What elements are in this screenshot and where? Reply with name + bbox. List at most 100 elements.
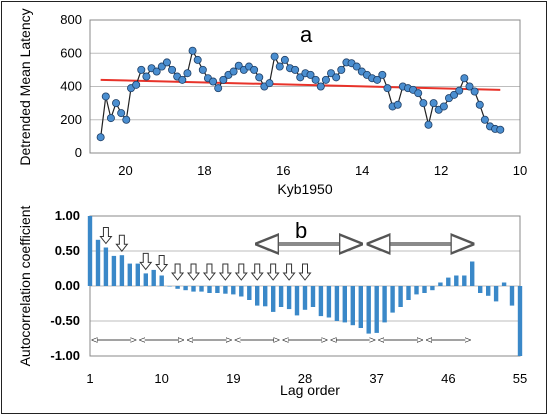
bar: [239, 286, 244, 297]
panel-a-x-tick: 14: [355, 163, 369, 178]
bar: [223, 286, 228, 294]
data-point: [465, 82, 474, 91]
panel-a-x-tick: 18: [197, 163, 211, 178]
panel-a-x-tick: 16: [276, 163, 290, 178]
panel-a-x-tick: 20: [118, 163, 132, 178]
panel-a: 0 200 400 600 800 20 18 16 14 12 10 a Detrended M…: [17, 8, 527, 197]
bar: [159, 275, 164, 286]
bar: [87, 216, 93, 286]
data-point: [250, 65, 259, 74]
data-point: [424, 120, 433, 129]
data-point: [265, 79, 274, 88]
bar: [167, 286, 172, 287]
data-point: [168, 65, 177, 74]
data-point: [280, 55, 289, 64]
data-point: [450, 90, 459, 99]
bar: [151, 269, 156, 286]
data-point: [393, 100, 402, 109]
data-point: [455, 86, 464, 95]
panel-b-y-tick-labels: 1.00 0.50 0.00 -0.50 -1.00: [50, 208, 80, 363]
panel-b-label: b: [295, 218, 307, 243]
panel-b-x-tick: 55: [513, 371, 527, 386]
bar: [493, 286, 499, 302]
panel-b-bars: [87, 216, 523, 356]
bar: [334, 286, 340, 321]
panel-a-x-tick: 12: [434, 163, 448, 178]
down-arrow: [202, 263, 216, 281]
panel-b-x-tick-labels: 1 10 19 28 37 46 55: [86, 371, 527, 386]
data-point: [470, 87, 479, 96]
panel-a-trend-line: [100, 78, 501, 91]
panel-b-y-tick: 0.00: [55, 278, 80, 293]
data-point: [296, 73, 305, 82]
bar: [278, 286, 284, 307]
bar: [231, 286, 236, 295]
bar: [342, 286, 347, 323]
panel-a-x-axis-label: Kyb1950: [277, 181, 332, 197]
panel-a-y-tick: 800: [60, 12, 82, 27]
data-point: [178, 75, 187, 84]
panel-b-x-tick: 37: [369, 371, 383, 386]
panel-a-y-tick: 0: [75, 145, 82, 160]
data-point: [112, 99, 121, 108]
bar: [199, 286, 204, 292]
data-point: [162, 58, 171, 67]
data-point: [122, 115, 131, 124]
bar: [486, 286, 491, 296]
bar: [517, 286, 523, 356]
data-point: [198, 65, 207, 74]
bar: [95, 239, 101, 286]
bar: [358, 286, 363, 328]
down-arrow: [218, 263, 232, 281]
data-point: [152, 67, 161, 76]
panel-b-y-axis-label: Autocorrelation coefficient: [17, 205, 33, 366]
panel-b-y-tick: -0.50: [50, 313, 80, 328]
down-arrow: [139, 252, 153, 271]
bar: [263, 286, 268, 307]
data-point: [475, 100, 484, 109]
bar: [509, 286, 515, 306]
data-point: [255, 73, 264, 82]
panel-b-x-tick: 10: [154, 371, 168, 386]
panel-a-points: [96, 46, 505, 142]
data-point: [414, 89, 423, 98]
bar: [366, 286, 371, 334]
bar: [111, 255, 117, 286]
panel-a-y-tick-labels: 0 200 400 600 800: [60, 12, 82, 160]
panel-a-y-tick: 200: [60, 112, 82, 127]
bar: [446, 277, 451, 286]
bar: [406, 286, 411, 300]
data-point: [311, 75, 320, 84]
data-point: [306, 70, 315, 79]
panel-a-x-tick: 10: [513, 163, 527, 178]
down-arrow: [234, 263, 248, 281]
bar: [207, 286, 212, 293]
panel-b-x-tick: 19: [226, 371, 240, 386]
data-point: [183, 69, 192, 78]
panel-b: 1.00 0.50 0.00 -0.50 -1.00 1 10 19 28 37 46 55 b A…: [17, 205, 527, 398]
bar: [286, 286, 292, 310]
bar: [191, 286, 196, 292]
down-arrow: [115, 234, 129, 253]
panel-b-x-tick: 28: [298, 371, 312, 386]
bar: [302, 286, 308, 310]
down-arrow: [171, 263, 185, 281]
bar: [318, 286, 324, 317]
bar: [350, 286, 355, 326]
data-point: [496, 125, 505, 134]
bar: [310, 286, 316, 307]
data-point: [188, 46, 197, 55]
data-point: [229, 67, 238, 76]
data-point: [275, 62, 284, 71]
data-point: [327, 69, 336, 78]
bar: [462, 275, 467, 286]
data-point: [106, 114, 115, 123]
bar: [103, 247, 109, 286]
bar: [175, 286, 180, 289]
data-point: [117, 109, 126, 118]
down-arrow: [250, 263, 264, 281]
data-point: [439, 102, 448, 111]
data-point: [219, 75, 228, 84]
data-point: [480, 115, 489, 124]
